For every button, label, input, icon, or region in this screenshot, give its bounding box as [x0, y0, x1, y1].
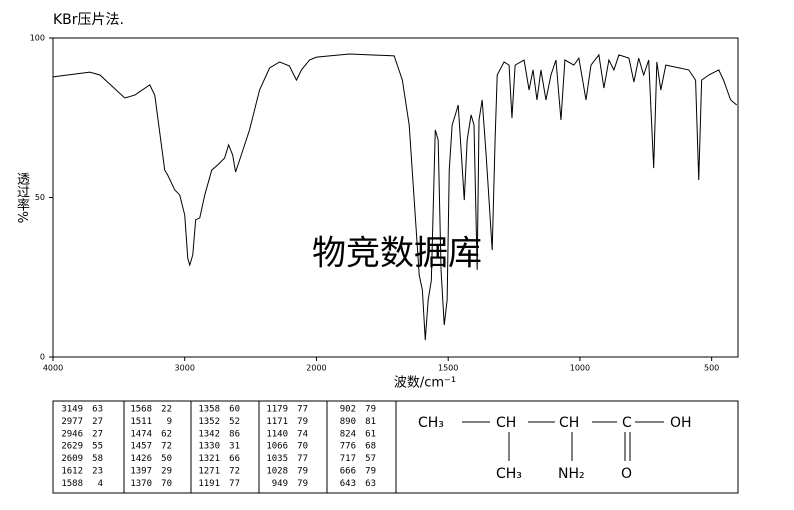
peak-wavenumber: 3149 [61, 405, 83, 415]
peak-wavenumber: 2629 [61, 442, 83, 452]
peak-transmittance: 79 [297, 479, 308, 489]
peak-transmittance: 55 [92, 442, 103, 452]
peak-wavenumber: 1588 [61, 479, 83, 489]
peak-wavenumber: 1612 [61, 467, 83, 477]
x-tick-label: 2000 [306, 364, 326, 373]
peak-transmittance: 68 [365, 442, 376, 452]
atom: C [622, 415, 632, 431]
spectrum-line [52, 53, 738, 341]
atom: CH [496, 415, 516, 431]
table-dividers [123, 401, 397, 493]
peak-wavenumber: 1358 [198, 405, 220, 415]
peak-transmittance: 79 [365, 467, 376, 477]
atom: O [621, 466, 632, 482]
peak-transmittance: 31 [229, 442, 240, 452]
atom: CH [559, 415, 579, 431]
watermark: 物竞数据库 [312, 234, 482, 274]
peak-wavenumber: 1330 [198, 442, 220, 452]
plot-frame [52, 37, 739, 358]
peak-wavenumber: 666 [340, 467, 356, 477]
peak-transmittance: 77 [229, 479, 240, 489]
peak-wavenumber: 1352 [198, 417, 220, 427]
peak-transmittance: 27 [92, 417, 103, 427]
peak-transmittance: 61 [365, 429, 376, 439]
peak-transmittance: 63 [92, 405, 103, 415]
peak-transmittance: 27 [92, 429, 103, 439]
peak-transmittance: 58 [92, 454, 103, 464]
peak-transmittance: 29 [161, 467, 172, 477]
peak-wavenumber: 949 [272, 479, 288, 489]
peak-wavenumber: 1426 [130, 454, 152, 464]
peak-transmittance: 79 [365, 405, 376, 415]
peak-wavenumber: 2609 [61, 454, 83, 464]
peak-transmittance: 72 [161, 442, 172, 452]
peak-wavenumber: 1474 [130, 429, 152, 439]
peak-wavenumber: 1035 [266, 454, 288, 464]
x-tick-label: 1500 [438, 364, 458, 373]
peak-transmittance: 66 [229, 454, 240, 464]
x-tick-label: 500 [704, 364, 719, 373]
peak-wavenumber: 1271 [198, 467, 220, 477]
peak-transmittance: 50 [161, 454, 172, 464]
peak-transmittance: 77 [297, 405, 308, 415]
peak-wavenumber: 1511 [130, 417, 152, 427]
y-tick-label: 0 [40, 353, 45, 362]
y-tick-label: 100 [30, 34, 45, 43]
y-axis-label: 透过率% [14, 172, 29, 224]
x-axis-label: 波数/cm⁻¹ [394, 376, 456, 391]
x-tick-label: 1000 [570, 364, 590, 373]
peak-transmittance: 77 [297, 454, 308, 464]
peak-transmittance: 4 [98, 479, 103, 489]
peak-transmittance: 70 [161, 479, 172, 489]
atom: CH₃ [418, 415, 444, 431]
peak-wavenumber: 1321 [198, 454, 220, 464]
peak-transmittance: 79 [297, 467, 308, 477]
peak-wavenumber: 1397 [130, 467, 152, 477]
peak-wavenumber: 1370 [130, 479, 152, 489]
peak-transmittance: 60 [229, 405, 240, 415]
chart-title: KBr压片法. [53, 12, 124, 28]
peak-wavenumber: 717 [340, 454, 356, 464]
structure: CH₃ CH CH C OH CH₃ NH₂ O [418, 415, 692, 482]
y-tick-label: 50 [35, 193, 45, 202]
peak-transmittance: 9 [167, 417, 172, 427]
peak-wavenumber: 643 [340, 479, 356, 489]
peak-transmittance: 74 [297, 429, 308, 439]
x-tick-label: 4000 [43, 364, 63, 373]
peak-wavenumber: 1342 [198, 429, 220, 439]
peak-wavenumber: 1171 [266, 417, 288, 427]
peak-transmittance: 63 [365, 479, 376, 489]
peak-transmittance: 22 [161, 405, 172, 415]
peak-wavenumber: 1191 [198, 479, 220, 489]
peak-transmittance: 52 [229, 417, 240, 427]
peak-transmittance: 70 [297, 442, 308, 452]
peak-wavenumber: 1568 [130, 405, 152, 415]
atom: CH₃ [496, 466, 522, 482]
atom: NH₂ [558, 466, 585, 482]
peak-transmittance: 62 [161, 429, 172, 439]
peak-wavenumber: 824 [340, 429, 356, 439]
peak-transmittance: 86 [229, 429, 240, 439]
peak-wavenumber: 902 [340, 405, 356, 415]
peak-transmittance: 79 [297, 417, 308, 427]
peak-wavenumber: 1028 [266, 467, 288, 477]
peak-transmittance: 57 [365, 454, 376, 464]
peak-wavenumber: 2977 [61, 417, 83, 427]
peak-wavenumber: 1066 [266, 442, 288, 452]
peak-wavenumber: 776 [340, 442, 356, 452]
peak-wavenumber: 1457 [130, 442, 152, 452]
peak-transmittance: 72 [229, 467, 240, 477]
atom: OH [670, 415, 692, 431]
peak-wavenumber: 890 [340, 417, 356, 427]
peak-transmittance: 81 [365, 417, 376, 427]
peak-wavenumber: 2946 [61, 429, 83, 439]
bonds [462, 421, 664, 461]
peak-wavenumber: 1140 [266, 429, 288, 439]
peak-wavenumber: 1179 [266, 405, 288, 415]
peak-transmittance: 23 [92, 467, 103, 477]
x-tick-label: 3000 [175, 364, 195, 373]
